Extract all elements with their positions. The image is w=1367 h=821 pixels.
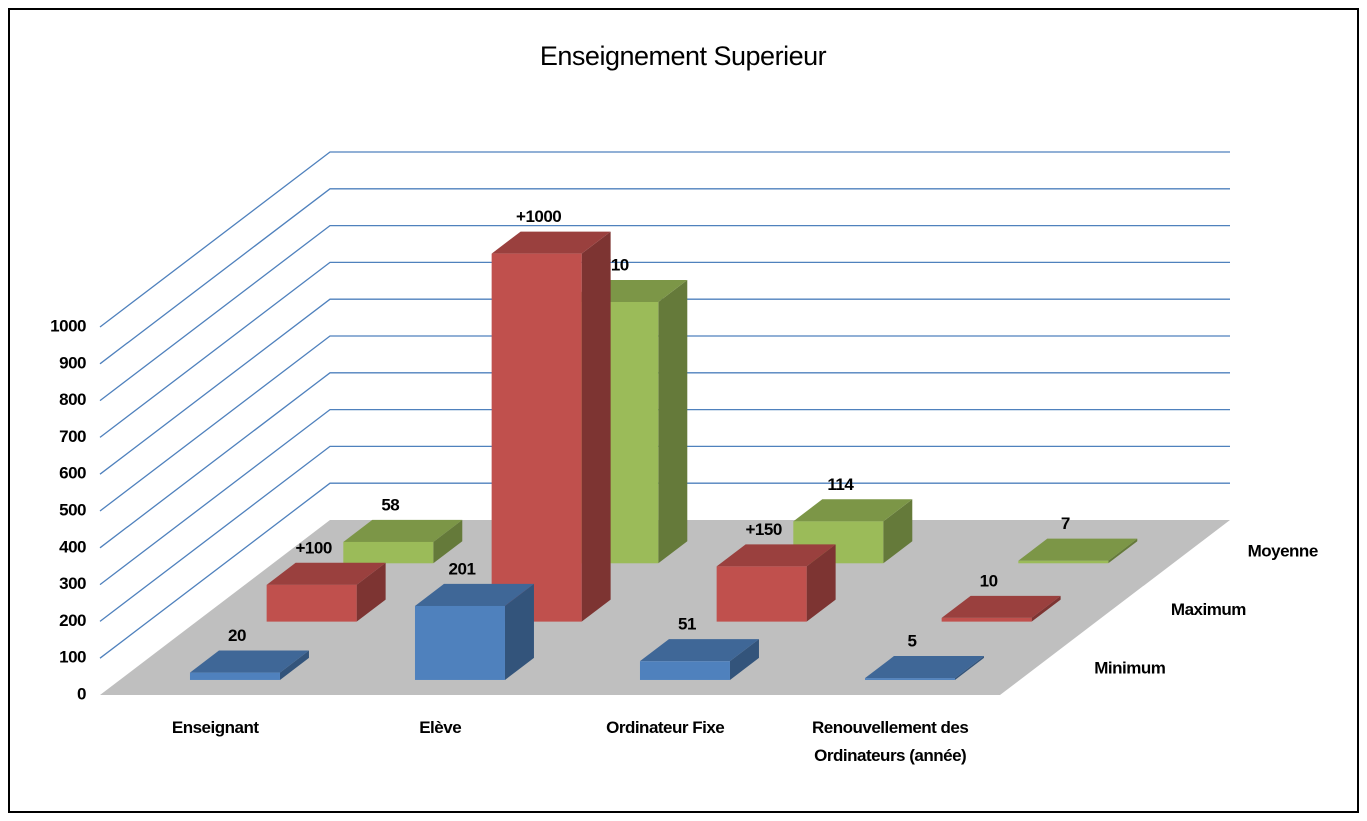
bar-front-face <box>266 584 357 622</box>
y-tick-label: 1000 <box>50 316 86 335</box>
y-tick-label: 0 <box>77 684 86 703</box>
y-tick-label: 800 <box>59 390 86 409</box>
bar-right-face <box>806 544 836 622</box>
y-tick-label: 500 <box>59 500 86 519</box>
bar-front-face <box>491 253 582 622</box>
bar-front-face <box>189 672 280 680</box>
series-label: Moyenne <box>1248 542 1318 561</box>
series-label: Minimum <box>1094 658 1165 677</box>
y-tick-label: 900 <box>59 353 86 372</box>
data-label: 5 <box>907 632 916 651</box>
bar-top-face <box>266 562 386 585</box>
bar <box>941 595 1061 622</box>
data-label: 114 <box>827 475 854 494</box>
bar-top-face <box>343 519 463 542</box>
grid-line <box>99 482 1230 659</box>
bar-front-face <box>716 566 807 622</box>
bar-right-face <box>658 279 688 564</box>
bar-right-face <box>504 583 534 680</box>
data-label: 58 <box>381 495 399 514</box>
bar <box>639 639 759 680</box>
bar-top-face <box>414 583 534 606</box>
bar-front-face <box>1018 560 1109 564</box>
grid-line <box>99 261 1230 438</box>
grid-line <box>99 188 1230 365</box>
bar <box>414 583 534 680</box>
bar-top-face <box>941 595 1061 618</box>
grid-line <box>99 224 1230 402</box>
bar-right-face <box>1031 595 1061 622</box>
bar-top-face <box>639 639 759 662</box>
bar-right-face <box>883 499 913 564</box>
grid-line <box>99 408 1230 586</box>
grid-line <box>99 151 1230 328</box>
y-tick-label: 400 <box>59 537 86 556</box>
y-tick-label: 600 <box>59 464 86 483</box>
bar <box>343 519 463 564</box>
bar-top-face <box>716 544 836 567</box>
bar-top-face <box>1018 538 1138 561</box>
y-tick-label: 200 <box>59 611 86 630</box>
chart-title: Enseignement Superieur <box>540 41 827 71</box>
data-label: 7 <box>1061 514 1070 533</box>
bar-top-face <box>189 650 309 673</box>
data-label: 51 <box>678 615 696 634</box>
bar-right-face <box>356 562 386 622</box>
y-tick-label: 300 <box>59 574 86 593</box>
bar <box>189 650 309 680</box>
grid-line <box>99 298 1230 475</box>
bar <box>266 562 386 622</box>
x-tick-label: Ordinateur Fixe <box>606 718 725 737</box>
bar-right-face <box>729 639 759 680</box>
data-label: 201 <box>449 559 476 578</box>
bar <box>716 544 836 622</box>
y-tick-label: 100 <box>59 648 86 667</box>
y-tick-label: 700 <box>59 427 86 446</box>
bar-top-face <box>491 231 611 254</box>
bar-front-face <box>343 541 434 564</box>
data-label: +150 <box>745 520 781 539</box>
bar <box>864 656 984 680</box>
bar-front-face <box>864 678 955 680</box>
data-label: 10 <box>980 571 998 590</box>
data-label: 20 <box>228 626 246 645</box>
bar-front-face <box>414 605 505 680</box>
bar-front-face <box>941 617 1032 622</box>
bar <box>491 231 611 622</box>
bar-right-face <box>1108 538 1138 564</box>
x-tick-label: Renouvellement des Ordinateurs (année) <box>812 718 969 765</box>
grid-line <box>99 372 1230 549</box>
grid-line <box>99 445 1230 622</box>
series-label: Maximum <box>1171 600 1246 619</box>
bar-top-face <box>793 499 913 522</box>
bar-right-face <box>954 656 984 680</box>
data-label: +100 <box>295 538 331 557</box>
bar-right-face <box>279 650 309 680</box>
bar-top-face <box>864 656 984 679</box>
x-tick-label: Elève <box>419 718 462 737</box>
bar <box>1018 538 1138 564</box>
bar-right-face <box>581 231 611 622</box>
data-label: +1000 <box>516 207 561 226</box>
grid-line <box>99 335 1230 512</box>
x-tick-label: Enseignant <box>171 718 259 737</box>
bar-right-face <box>433 519 463 564</box>
bar-front-face <box>639 661 730 680</box>
bar <box>793 499 913 564</box>
